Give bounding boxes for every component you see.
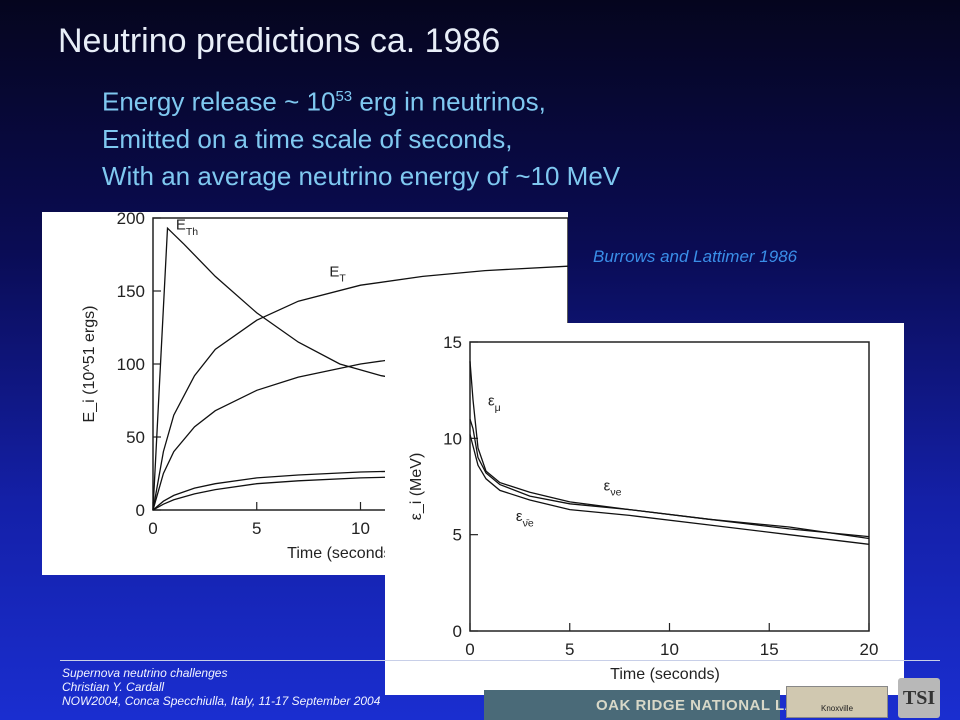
ornl-logo-banner <box>484 690 780 720</box>
series-annotation: εμ <box>488 393 501 414</box>
utk-logo-text: Knoxville <box>821 704 854 713</box>
bullet-energy-text: Energy release ~ 10 <box>102 86 336 117</box>
x-tick-label: 20 <box>860 640 879 659</box>
bullet-average-energy: With an average neutrino energy of ~10 M… <box>102 160 621 191</box>
x-tick-label: 5 <box>565 640 574 659</box>
y-tick-label: 0 <box>136 501 145 520</box>
y-tick-label: 50 <box>126 428 145 447</box>
footer-author: Christian Y. Cardall <box>62 680 165 694</box>
x-axis-label: Time (seconds) <box>287 545 397 562</box>
y-axis-label: ε_i (MeV) <box>408 453 425 521</box>
bullet-time-scale: Emitted on a time scale of seconds, <box>102 123 513 154</box>
series-annotation: ETh <box>176 217 198 238</box>
footer-divider <box>60 660 940 661</box>
y-tick-label: 150 <box>117 282 145 301</box>
x-tick-label: 10 <box>660 640 679 659</box>
figure-credit: Burrows and Lattimer 1986 <box>593 247 798 266</box>
series-annotation: ενe <box>604 477 622 498</box>
y-tick-label: 15 <box>443 333 462 352</box>
y-tick-label: 0 <box>453 622 462 641</box>
mean-energy-chart: 0 5 10 15 0 5 10 15 20 εμ ενe εν̄e Time (seconds) ε_i… <box>385 323 904 695</box>
bullet-energy-exponent: 53 <box>335 88 353 105</box>
x-tick-label: 10 <box>351 519 370 538</box>
y-tick-label: 200 <box>117 212 145 228</box>
tsi-logo: TSI <box>898 678 940 718</box>
x-tick-label: 15 <box>760 640 779 659</box>
series-line <box>469 434 870 545</box>
bullet-list: Energy release ~ 1053 erg in neutrinos, … <box>102 78 620 195</box>
footer: Supernova neutrino challenges Christian … <box>62 666 380 708</box>
mean-energy-plot: 0 5 10 15 0 5 10 15 20 εμ ενe εν̄e Time (seconds) ε_i… <box>408 333 879 683</box>
footer-talk-title: Supernova neutrino challenges <box>62 666 228 680</box>
bullet-energy-unit: erg in neutrinos, <box>352 86 546 117</box>
series-line <box>469 361 870 540</box>
y-axis-label: E_i (10^51 ergs) <box>81 306 98 423</box>
x-tick-label: 0 <box>465 640 474 659</box>
series-annotation: εν̄e <box>516 508 534 529</box>
x-axis-label: Time (seconds) <box>610 666 720 683</box>
series-annotation: ET <box>329 263 346 284</box>
y-tick-label: 10 <box>443 429 462 448</box>
slide-title: Neutrino predictions ca. 1986 <box>58 22 501 60</box>
y-tick-label: 100 <box>117 355 145 374</box>
plot-frame <box>469 341 870 632</box>
bullet-energy-release: Energy release ~ 1053 erg in neutrinos, <box>102 78 620 121</box>
x-tick-label: 0 <box>148 519 157 538</box>
footer-conference: NOW2004, Conca Specchiulla, Italy, 11-17… <box>62 694 381 708</box>
utk-logo: Knoxville <box>786 686 888 718</box>
x-tick-label: 5 <box>252 519 261 538</box>
y-tick-label: 5 <box>453 526 462 545</box>
series-line <box>469 418 870 538</box>
series-line <box>152 265 568 511</box>
